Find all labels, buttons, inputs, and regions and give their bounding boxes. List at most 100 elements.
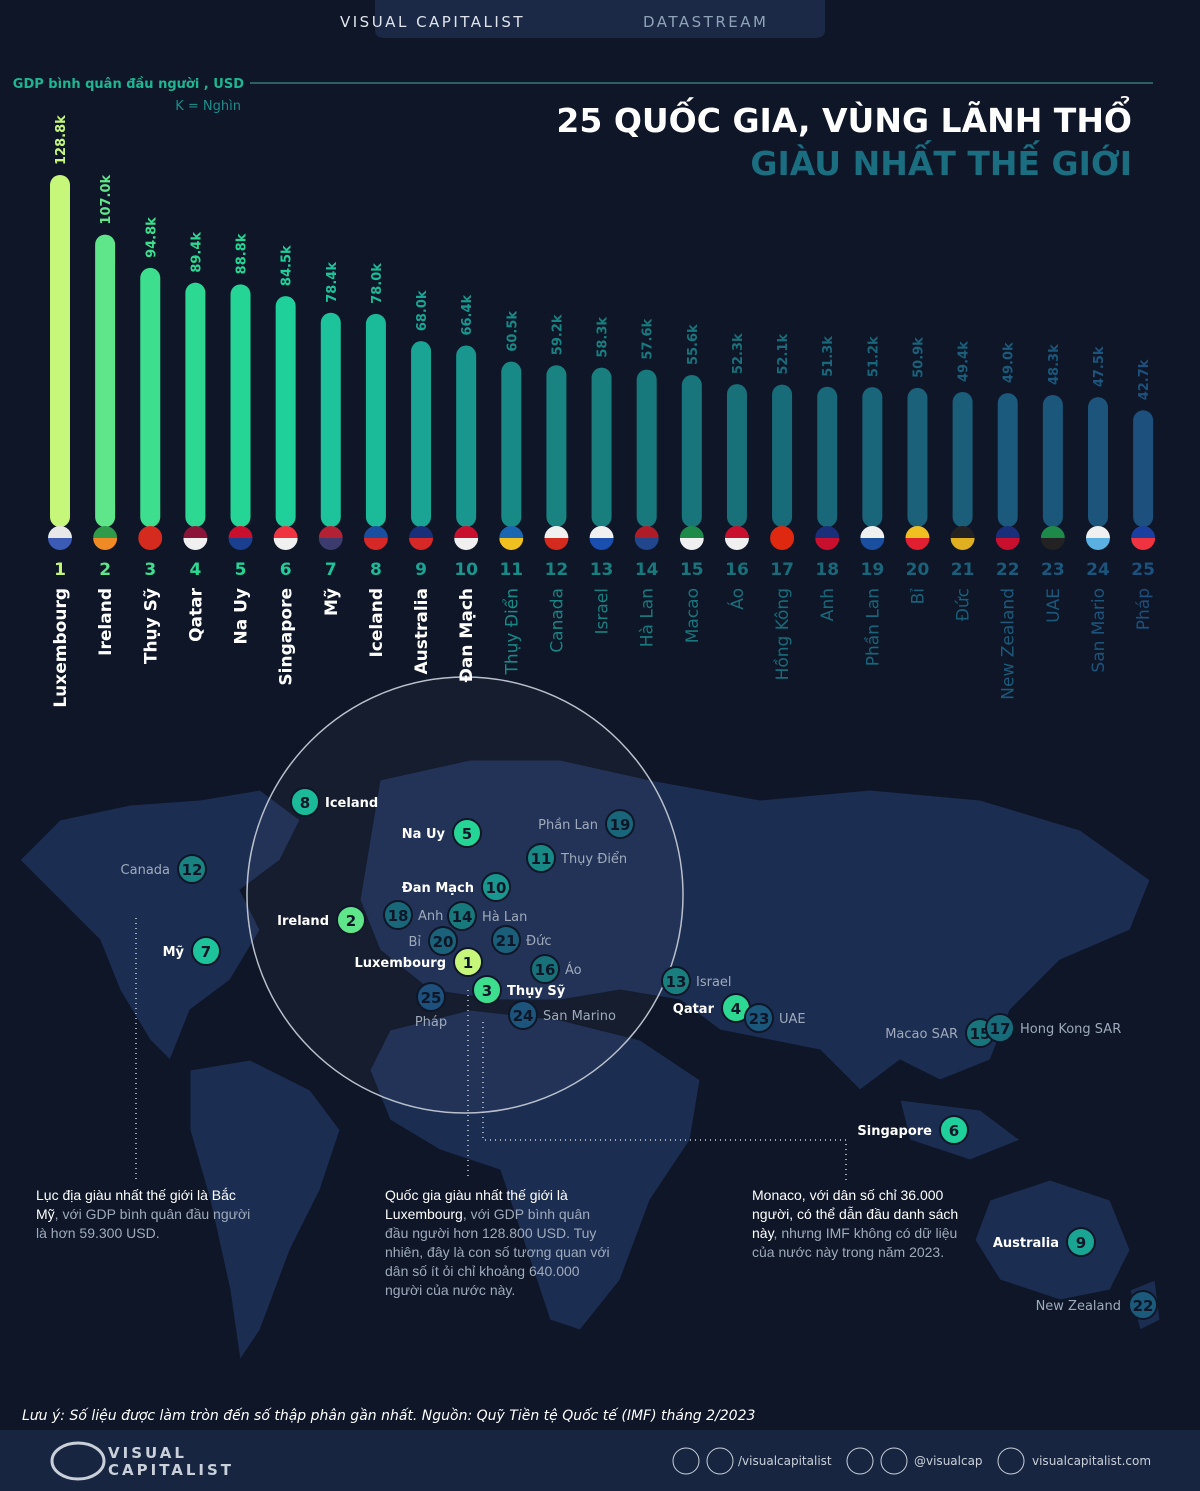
map-marker: [481, 872, 511, 902]
value-label: 57.6k: [641, 319, 656, 360]
rank-label: 24: [1086, 560, 1110, 580]
flag: [454, 538, 479, 550]
x-tick-label: Hồng Kông: [772, 588, 793, 680]
value-label: 60.5k: [505, 311, 520, 352]
instagram-icon[interactable]: [880, 1447, 908, 1475]
note: Quốc gia giàu nhất thế giới là Luxembour…: [385, 1186, 610, 1300]
flag: [228, 538, 253, 550]
flag: [273, 526, 298, 538]
rank-label: 4: [189, 560, 201, 580]
bar: [411, 341, 432, 527]
value-label: 49.0k: [1002, 342, 1017, 383]
x-tick-label: Áo: [726, 588, 748, 610]
x-tick-label: Canada: [547, 588, 567, 653]
facebook-icon[interactable]: [672, 1447, 700, 1475]
marker-label: Singapore: [857, 1124, 932, 1139]
flag: [724, 526, 749, 538]
bar: [997, 393, 1018, 527]
x-tick-label: Mỹ: [322, 588, 342, 616]
web-icon[interactable]: [997, 1447, 1025, 1475]
marker-label: Macao SAR: [885, 1027, 958, 1042]
bar: [230, 284, 251, 527]
bar: [501, 361, 522, 527]
flag: [589, 526, 614, 538]
rank-label: 9: [415, 560, 427, 580]
flag: [409, 526, 434, 538]
value-label: 51.3k: [821, 336, 836, 377]
flag: [138, 526, 163, 538]
eurasia: [359, 759, 1151, 1091]
flag: [93, 526, 118, 538]
bar: [546, 365, 567, 527]
value-label: 89.4k: [189, 232, 204, 273]
twitter-icon[interactable]: [846, 1447, 874, 1475]
x-tick-label: Hà Lan: [638, 588, 658, 647]
x-tick-label: Thụy Điển: [501, 588, 522, 676]
map-marker: [191, 936, 221, 966]
bar: [95, 234, 116, 527]
map-marker: [530, 954, 560, 984]
flag: [634, 538, 659, 550]
value-label: 128.8k: [54, 115, 69, 165]
note-bold: Lục địa giàu nhất thế giới là Bắc Mỹ: [36, 1187, 236, 1222]
bar: [140, 267, 161, 527]
marker-rank: 25: [421, 989, 442, 1007]
marker-label: Hà Lan: [482, 910, 527, 925]
rank-label: 16: [725, 560, 749, 580]
marker-label: Iceland: [325, 796, 378, 811]
bar: [365, 313, 386, 527]
map-marker: [177, 854, 207, 884]
bar: [1087, 397, 1108, 527]
marker-label: Australia: [993, 1236, 1059, 1251]
map-marker: [491, 925, 521, 955]
rank-label: 14: [635, 560, 659, 580]
flag: [318, 526, 343, 538]
social[interactable]: /visualcapitalist: [738, 1454, 832, 1468]
marker-rank: 6: [949, 1122, 959, 1140]
flag: [138, 538, 163, 550]
flag: [499, 538, 524, 550]
site[interactable]: visualcapitalist.com: [1032, 1454, 1151, 1468]
note-text: , nhưng IMF không có dữ liệu của nước nà…: [752, 1225, 958, 1260]
x-tick-label: Na Uy: [232, 588, 252, 645]
south-america: [189, 1059, 341, 1362]
bar: [1133, 410, 1154, 527]
marker-rank: 13: [666, 973, 687, 991]
x-tick-label: Israel: [593, 588, 613, 634]
marker-label: Thụy Điển: [560, 852, 627, 867]
rank-label: 10: [454, 560, 478, 580]
value-label: 49.4k: [957, 341, 972, 382]
source-note: Lưu ý: Số liệu được làm tròn đến số thập…: [22, 1407, 755, 1424]
flag: [589, 538, 614, 550]
value-label: 107.0k: [99, 174, 114, 224]
map-marker: [290, 787, 320, 817]
flag: [905, 538, 930, 550]
marker-label: Thụy Sỹ: [507, 984, 566, 999]
bar: [185, 282, 206, 527]
rank-label: 21: [951, 560, 975, 580]
value-label: 47.5k: [1092, 346, 1107, 387]
flag: [724, 538, 749, 550]
map-marker: [453, 947, 483, 977]
leaders: [135, 918, 847, 1180]
rank-label: 15: [680, 560, 704, 580]
note-bold: Monaco, với dân số chỉ 36.000 người, có …: [752, 1187, 959, 1241]
bar: [681, 375, 702, 527]
marker-rank: 4: [731, 1000, 741, 1018]
rank-label: 5: [235, 560, 247, 580]
marker-label: Canada: [121, 863, 170, 878]
leader-line: [482, 1022, 847, 1180]
youtube-icon[interactable]: [706, 1447, 734, 1475]
marker-label: Bỉ: [408, 935, 421, 950]
value-label: 52.1k: [776, 334, 791, 375]
marker-label: Đan Mạch: [402, 881, 474, 896]
map-marker: [985, 1013, 1015, 1043]
map-marker: [472, 975, 502, 1005]
marker-rank: 14: [452, 908, 473, 926]
flag: [1040, 538, 1065, 550]
marker-label: Đức: [526, 934, 551, 949]
flag: [454, 526, 479, 538]
handle[interactable]: @visualcap: [914, 1454, 983, 1468]
flag: [770, 538, 795, 550]
